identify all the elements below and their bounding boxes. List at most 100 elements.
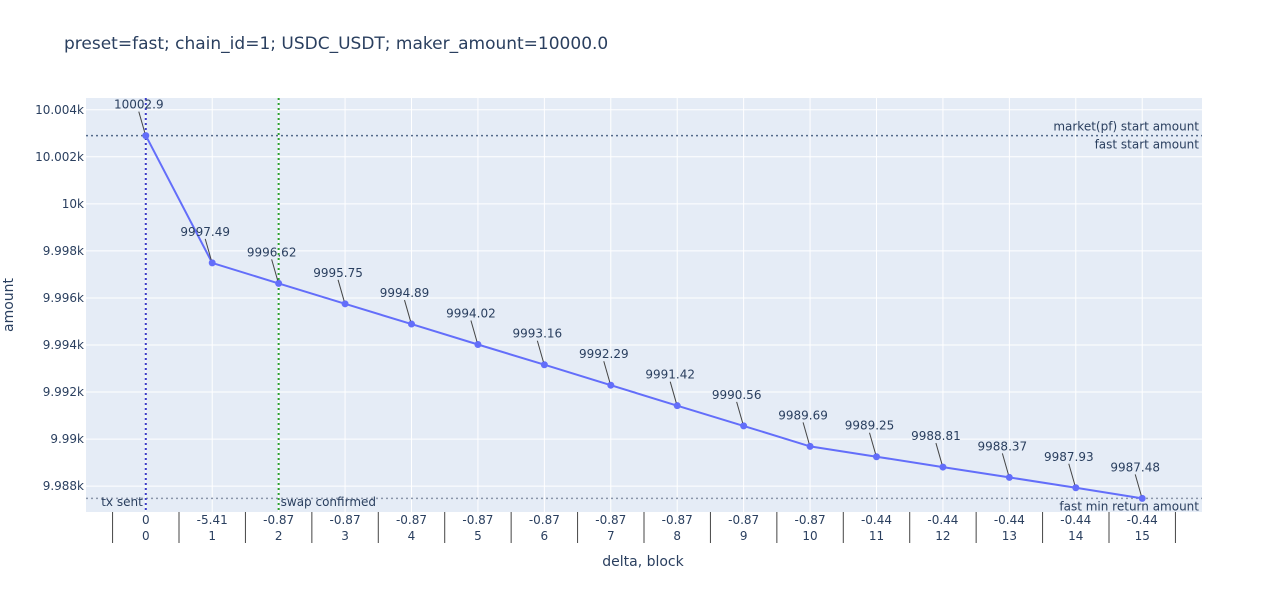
label-pointer: [536, 340, 544, 362]
data-point: [939, 463, 947, 471]
y-tick-label: 10k: [62, 197, 84, 211]
x-tick-label-block: 3: [341, 529, 349, 543]
x-tick-label-delta: -0.44: [994, 513, 1025, 527]
x-tick-label-delta: -0.87: [396, 513, 427, 527]
x-tick-label-delta: -0.87: [529, 513, 560, 527]
x-tick-label-delta: -0.44: [1060, 513, 1091, 527]
x-tick-label-block: 4: [408, 529, 416, 543]
x-tick-label-block: 14: [1068, 529, 1083, 543]
y-tick-label: 9.992k: [43, 385, 84, 399]
data-label: 9993.16: [513, 327, 563, 341]
x-tick-label-delta: -0.87: [330, 513, 361, 527]
data-label: 10002.9: [114, 98, 164, 112]
label-pointer: [869, 432, 876, 454]
x-tick-label-delta: -0.87: [662, 513, 693, 527]
data-point: [873, 453, 880, 461]
data-label: 9997.49: [180, 225, 230, 239]
y-tick-label: 9.988k: [43, 479, 84, 493]
label-pointer: [603, 361, 611, 383]
x-tick-label-delta: -0.87: [263, 513, 294, 527]
data-label: 9991.42: [645, 368, 695, 382]
x-tick-label-delta: -0.87: [795, 513, 826, 527]
data-point: [341, 300, 349, 308]
data-label: 9988.81: [911, 429, 961, 443]
data-label: 9994.02: [446, 307, 496, 321]
x-tick-label-block: 7: [607, 529, 615, 543]
label-pointer: [1001, 453, 1009, 475]
x-tick-label-block: 5: [474, 529, 482, 543]
data-label: 9987.93: [1044, 450, 1094, 464]
vline-label: tx sent: [101, 495, 143, 509]
y-axis-title: amount: [1, 277, 17, 332]
x-tick-label-block: 11: [869, 529, 884, 543]
data-label: 9989.69: [778, 408, 828, 422]
x-tick-label-delta: -0.44: [861, 513, 892, 527]
data-label: 9996.62: [247, 245, 297, 259]
data-point: [1138, 494, 1146, 502]
chart-title: preset=fast; chain_id=1; USDC_USDT; make…: [64, 34, 608, 54]
x-tick-label-block: 6: [541, 529, 549, 543]
x-tick-label-block: 0: [142, 529, 150, 543]
data-label: 9990.56: [712, 388, 762, 402]
y-tick-label: 9.99k: [50, 432, 84, 446]
x-axis-title: delta, block: [602, 554, 684, 570]
label-pointer: [271, 259, 279, 281]
data-point: [806, 442, 814, 450]
data-point: [540, 361, 548, 369]
x-tick-label-delta: 0: [142, 513, 150, 527]
data-label: 9994.89: [380, 286, 430, 300]
data-point: [740, 422, 748, 430]
hline-label: market(pf) start amount: [1053, 120, 1199, 134]
y-tick-label: 9.994k: [43, 338, 84, 352]
x-tick-label-delta: -0.87: [462, 513, 493, 527]
reference-lines: market(pf) start amount fast start amount…: [86, 98, 1202, 513]
x-tick-label-block: 9: [740, 529, 748, 543]
x-tick-label-block: 1: [208, 529, 216, 543]
data-point: [474, 341, 482, 349]
hline-label: fast start amount: [1095, 138, 1200, 152]
data-point: [673, 402, 681, 410]
x-tick-label-block: 13: [1002, 529, 1017, 543]
label-pointer: [1134, 474, 1142, 496]
label-pointer: [204, 238, 212, 261]
x-tick-label-block: 10: [802, 529, 817, 543]
data-point: [1072, 484, 1080, 492]
x-tick-label-block: 12: [935, 529, 950, 543]
x-tick-label-delta: -0.87: [728, 513, 759, 527]
series-line: [144, 135, 1143, 500]
y-tick-label: 9.996k: [43, 291, 84, 305]
y-tick-label: 9.998k: [43, 244, 84, 258]
x-tick-label-delta: -0.44: [927, 513, 958, 527]
data-point: [142, 132, 150, 140]
data-point: [1005, 473, 1013, 481]
label-pointer: [138, 111, 146, 133]
x-axis: 0 0 -5.41 1 -0.87 2 -0.87 3 -0.87 4 -0.87 5 -0.87 6 -0…: [112, 512, 1176, 543]
label-pointer: [337, 279, 345, 301]
x-tick-label-delta: -0.87: [595, 513, 626, 527]
data-point: [275, 279, 283, 287]
label-pointer: [935, 442, 943, 465]
x-tick-label-block: 2: [275, 529, 283, 543]
label-pointer: [470, 320, 478, 342]
label-pointer: [404, 299, 411, 322]
x-tick-label-block: 8: [673, 529, 681, 543]
data-point: [607, 381, 615, 389]
label-pointer: [1068, 463, 1076, 485]
label-pointer: [802, 422, 810, 444]
x-tick-label-delta: -5.41: [197, 513, 228, 527]
data-label: 9992.29: [579, 347, 629, 361]
data-label: 9987.48: [1110, 460, 1160, 474]
plot-area: [86, 98, 1202, 512]
hline-label: fast min return amount: [1059, 499, 1199, 513]
data-label: 9995.75: [313, 266, 363, 280]
label-pointer: [736, 401, 744, 424]
data-label: 9988.37: [978, 439, 1028, 453]
y-axis: 9.988k 9.99k 9.992k 9.994k 9.996k 9.998k 10k 10…: [35, 103, 84, 493]
data-point: [408, 320, 415, 328]
y-tick-label: 10.004k: [35, 103, 84, 117]
x-tick-label-delta: -0.44: [1127, 513, 1158, 527]
series: 10002.9 9997.49 9996.62 9995.75 9994.89 9994.…: [114, 98, 1160, 502]
data-point: [208, 259, 216, 267]
x-tick-label-block: 15: [1135, 529, 1150, 543]
